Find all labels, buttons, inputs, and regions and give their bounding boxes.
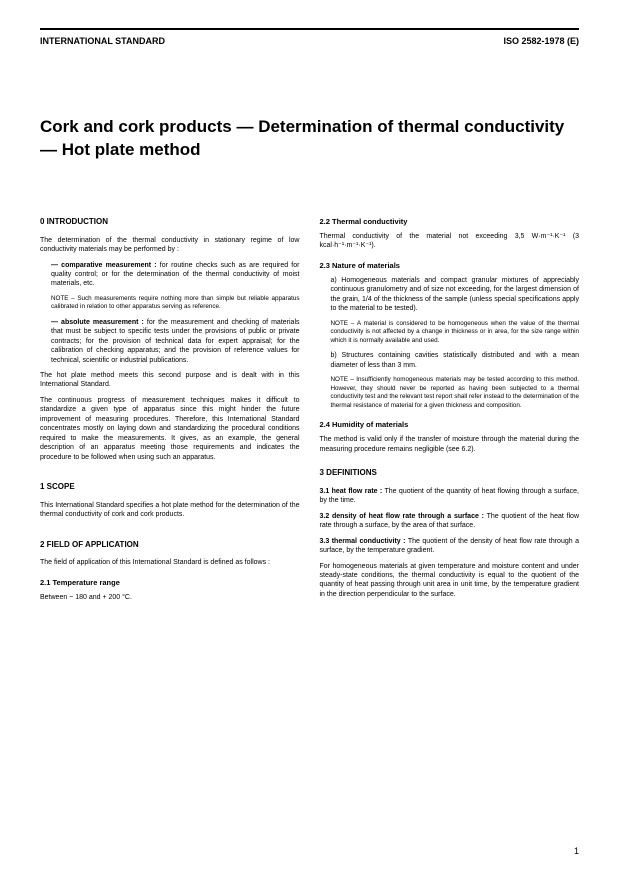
section-23-note-b: NOTE – Insufficiently homogeneous materi… [331,376,580,410]
section-0-para-1: The determination of the thermal conduct… [40,236,300,255]
section-23-item-a: a) Homogeneous materials and compact gra… [331,276,580,314]
top-rule [40,28,579,30]
definition-33-para-2: For homogeneous materials at given tempe… [320,562,580,600]
definition-33-lead: 3.3 thermal conductivity : [320,538,406,545]
section-0-bullet-1: — comparative measurement : for routine … [51,261,300,289]
section-0-head: 0 INTRODUCTION [40,217,300,228]
header-left: INTERNATIONAL STANDARD [40,36,165,46]
section-23-item-b: b) Structures containing cavities statis… [331,351,580,370]
definition-32: 3.2 density of heat flow rate through a … [320,512,580,531]
definition-31-lead: 3.1 heat flow rate : [320,488,383,495]
body-columns: 0 INTRODUCTION The determination of the … [40,217,579,609]
left-column: 0 INTRODUCTION The determination of the … [40,217,300,609]
right-column: 2.2 Thermal conductivity Thermal conduct… [320,217,580,609]
document-title: Cork and cork products — Determination o… [40,116,579,162]
section-2-para-1: The field of application of this Interna… [40,558,300,567]
header-row: INTERNATIONAL STANDARD ISO 2582-1978 (E) [40,36,579,46]
bullet-2-lead: — absolute measurement : [51,319,144,326]
section-0-para-3: The continuous progress of measurement t… [40,396,300,462]
definition-32-lead: 3.2 density of heat flow rate through a … [320,513,484,520]
definition-33: 3.3 thermal conductivity : The quotient … [320,537,580,556]
page-number: 1 [574,846,579,856]
section-22-head: 2.2 Thermal conductivity [320,217,580,227]
section-24-para-1: The method is valid only if the transfer… [320,435,580,454]
section-21-para-1: Between − 180 and + 200 °C. [40,593,300,602]
section-2-head: 2 FIELD OF APPLICATION [40,540,300,551]
bullet-1-lead: — comparative measurement : [51,262,157,269]
section-0-bullet-2: — absolute measurement : for the measure… [51,318,300,365]
section-0-para-2: The hot plate method meets this second p… [40,371,300,390]
section-24-head: 2.4 Humidity of materials [320,420,580,430]
section-23-head: 2.3 Nature of materials [320,261,580,271]
header-right: ISO 2582-1978 (E) [503,36,579,46]
section-22-para-1: Thermal conductivity of the material not… [320,232,580,251]
section-1-head: 1 SCOPE [40,482,300,493]
section-0-note-1: NOTE – Such measurements require nothing… [51,295,300,312]
section-23-note-a: NOTE – A material is considered to be ho… [331,320,580,346]
section-3-head: 3 DEFINITIONS [320,468,580,479]
definition-31: 3.1 heat flow rate : The quotient of the… [320,487,580,506]
section-1-para-1: This International Standard specifies a … [40,501,300,520]
section-21-head: 2.1 Temperature range [40,578,300,588]
